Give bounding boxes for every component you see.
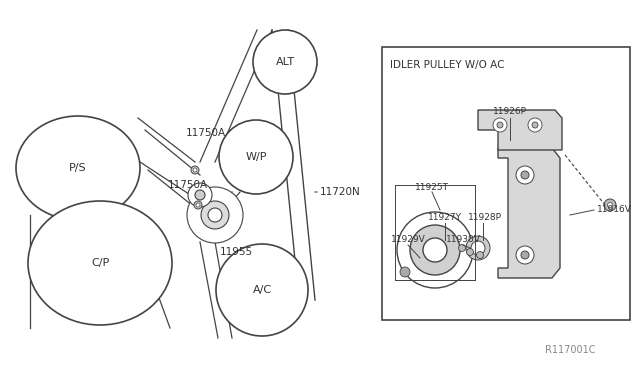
Bar bbox=[382, 47, 630, 320]
Ellipse shape bbox=[516, 166, 534, 184]
Text: ALT: ALT bbox=[275, 57, 294, 67]
Text: 11955: 11955 bbox=[220, 247, 253, 257]
Text: 11926P: 11926P bbox=[493, 108, 527, 116]
Ellipse shape bbox=[471, 241, 485, 255]
Ellipse shape bbox=[194, 201, 202, 209]
Ellipse shape bbox=[193, 168, 197, 172]
Ellipse shape bbox=[208, 208, 222, 222]
Ellipse shape bbox=[497, 122, 503, 128]
Ellipse shape bbox=[521, 171, 529, 179]
Text: A/C: A/C bbox=[252, 285, 271, 295]
Ellipse shape bbox=[253, 30, 317, 94]
Ellipse shape bbox=[532, 122, 538, 128]
Ellipse shape bbox=[477, 251, 483, 259]
Ellipse shape bbox=[516, 246, 534, 264]
Ellipse shape bbox=[467, 248, 474, 256]
Ellipse shape bbox=[191, 166, 199, 174]
Ellipse shape bbox=[201, 201, 229, 229]
Text: 11916V: 11916V bbox=[597, 205, 632, 215]
Polygon shape bbox=[478, 110, 562, 150]
Text: 11930V: 11930V bbox=[445, 235, 481, 244]
Ellipse shape bbox=[195, 190, 205, 200]
Ellipse shape bbox=[493, 118, 507, 132]
Ellipse shape bbox=[16, 116, 140, 220]
Ellipse shape bbox=[607, 202, 612, 208]
Ellipse shape bbox=[28, 201, 172, 325]
Text: C/P: C/P bbox=[91, 258, 109, 268]
Ellipse shape bbox=[466, 236, 490, 260]
Ellipse shape bbox=[458, 244, 465, 251]
Text: R117001C: R117001C bbox=[545, 345, 595, 355]
Text: 11720N: 11720N bbox=[320, 187, 361, 197]
Ellipse shape bbox=[410, 225, 460, 275]
Ellipse shape bbox=[216, 244, 308, 336]
Text: 11928P: 11928P bbox=[468, 214, 502, 222]
Ellipse shape bbox=[528, 118, 542, 132]
Ellipse shape bbox=[196, 203, 200, 207]
Polygon shape bbox=[498, 148, 560, 278]
Text: 11750A: 11750A bbox=[168, 180, 208, 190]
Ellipse shape bbox=[188, 183, 212, 207]
Polygon shape bbox=[205, 187, 223, 225]
Text: 11929V: 11929V bbox=[390, 235, 426, 244]
Text: 11927Y: 11927Y bbox=[428, 214, 462, 222]
Text: 11750A: 11750A bbox=[186, 128, 226, 138]
Text: P/S: P/S bbox=[69, 163, 87, 173]
Ellipse shape bbox=[400, 267, 410, 277]
Ellipse shape bbox=[423, 238, 447, 262]
Ellipse shape bbox=[521, 251, 529, 259]
Ellipse shape bbox=[219, 120, 293, 194]
Ellipse shape bbox=[604, 199, 616, 211]
Text: IDLER PULLEY W/O AC: IDLER PULLEY W/O AC bbox=[390, 60, 504, 70]
Text: 11925T: 11925T bbox=[415, 183, 449, 192]
Text: W/P: W/P bbox=[245, 152, 267, 162]
Ellipse shape bbox=[397, 212, 473, 288]
Ellipse shape bbox=[187, 187, 243, 243]
